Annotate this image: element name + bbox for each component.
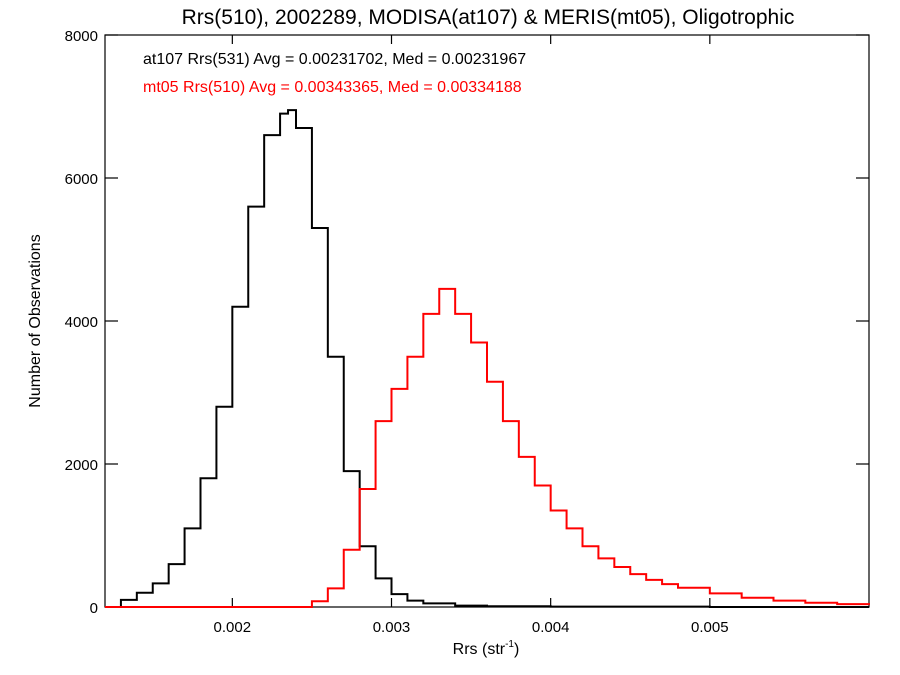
legend-entry-2: mt05 Rrs(510) Avg = 0.00343365, Med = 0.…: [143, 79, 522, 96]
y-axis-ticks: 0 2000 4000 6000 8000: [65, 28, 869, 617]
series-2-line: [105, 287, 870, 608]
x-axis-label: Rrs (str-1): [453, 639, 520, 658]
legend-entry-1: at107 Rrs(531) Avg = 0.00231702, Med = 0…: [143, 51, 526, 68]
y-tick-label: 2000: [65, 457, 98, 474]
y-tick-label: 8000: [65, 28, 98, 45]
x-tick-label: 0.005: [691, 619, 729, 636]
x-axis-label-close: ): [514, 641, 519, 658]
x-axis-label-main: Rrs (str: [453, 641, 506, 658]
chart-title: Rrs(510), 2002289, MODISA(at107) & MERIS…: [182, 6, 795, 29]
x-axis-ticks: 0.002 0.003 0.004 0.005: [214, 35, 729, 636]
series-1-line: [105, 109, 869, 608]
x-tick-label: 0.002: [214, 619, 252, 636]
x-tick-label: 0.003: [373, 619, 411, 636]
y-axis-label: Number of Observations: [27, 234, 44, 407]
series-layer: [105, 109, 870, 608]
y-tick-label: 6000: [65, 171, 98, 188]
x-tick-label: 0.004: [532, 619, 570, 636]
x-axis-label-superscript: -1: [505, 639, 514, 650]
plot-frame: [104, 34, 870, 608]
y-tick-label: 0: [90, 600, 98, 617]
y-tick-label: 4000: [65, 314, 98, 331]
